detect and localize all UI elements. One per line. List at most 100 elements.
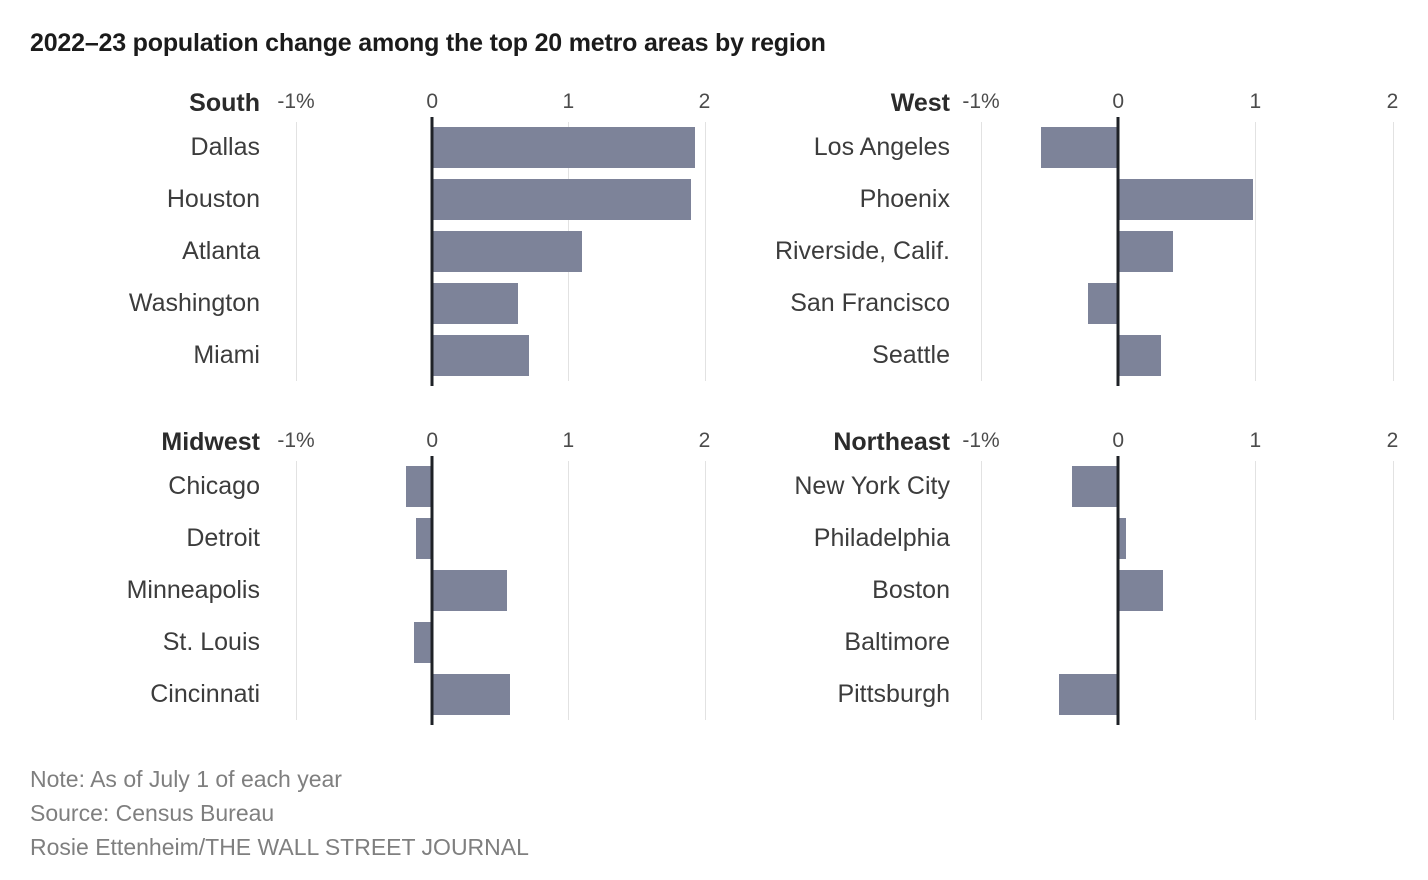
label-column-west: West Los Angeles Phoenix Riverside, Calif. S…: [740, 88, 950, 381]
bar-minneapolis: [432, 570, 508, 611]
zero-axis-line: [430, 456, 434, 725]
gridline: [1392, 122, 1394, 381]
bar-miami: [432, 334, 529, 376]
gridline: [981, 122, 982, 381]
gridline: [1255, 461, 1257, 720]
city-label: Baltimore: [844, 627, 950, 656]
city-label: Philadelphia: [813, 524, 950, 553]
bar-atlanta: [432, 231, 582, 272]
axis-tick-label: 0: [426, 429, 438, 452]
bar-new-york-city: [1071, 466, 1119, 508]
city-label: Atlanta: [182, 236, 260, 265]
city-label: Minneapolis: [126, 575, 260, 604]
city-label: Cincinnati: [150, 679, 260, 708]
city-label: Detroit: [186, 524, 260, 553]
bar-los-angeles: [1041, 127, 1119, 169]
axis-tick-row: -1% 0 1 2: [277, 427, 740, 461]
panel-northeast: Northeast New York City Philadelphia Boston…: [740, 427, 1428, 725]
gridline: [1392, 461, 1394, 720]
bar-riverside-calif: [1118, 231, 1174, 272]
city-label: Phoenix: [859, 185, 950, 214]
label-column-south: South Dallas Houston Atlanta Washington Miami: [30, 88, 260, 381]
bar-chicago: [406, 466, 433, 508]
city-label: Riverside, Calif.: [774, 236, 950, 265]
plot-area: [981, 456, 1428, 725]
panel-west: West Los Angeles Phoenix Riverside, Calif. S…: [740, 88, 1428, 386]
chart-footer: Note: As of July 1 of each year Source: …: [30, 762, 529, 864]
axis-tick-label: 0: [1112, 429, 1124, 452]
gridline: [981, 461, 982, 720]
axis-tick-label: 1: [1249, 90, 1262, 113]
city-label: Washington: [128, 288, 260, 317]
label-column-northeast: Northeast New York City Philadelphia Boston…: [740, 427, 950, 720]
footer-credit: Rosie Ettenheim/THE WALL STREET JOURNAL: [30, 834, 529, 860]
axis-tick-label: -1%: [962, 429, 1000, 452]
bar-boston: [1118, 570, 1164, 611]
plot-south: -1% 0 1 2: [277, 88, 740, 386]
city-label: Los Angeles: [813, 133, 950, 162]
axis-tick-label: 2: [698, 90, 711, 113]
bar-pittsburgh: [1059, 673, 1119, 715]
axis-tick-label: -1%: [277, 429, 315, 452]
gridline: [568, 461, 570, 720]
city-label: Houston: [166, 185, 260, 214]
axis-tick-row: -1% 0 1 2: [962, 427, 1428, 461]
city-label: St. Louis: [162, 627, 260, 656]
plot-area: [296, 117, 740, 386]
axis-tick-row: -1% 0 1 2: [962, 88, 1428, 122]
gridline: [296, 122, 297, 381]
axis-tick-label: 0: [1112, 90, 1124, 113]
axis-tick-label: -1%: [277, 90, 315, 113]
city-label: Chicago: [168, 472, 260, 501]
axis-tick-label: 2: [698, 429, 711, 452]
plot-west: -1% 0 1 2: [962, 88, 1428, 386]
gridline: [1255, 122, 1257, 381]
footer-note: Note: As of July 1 of each year: [30, 766, 342, 792]
bar-detroit: [415, 518, 433, 560]
zero-axis-line: [1116, 117, 1120, 386]
plot-northeast: -1% 0 1 2: [962, 427, 1428, 725]
city-label: Dallas: [190, 133, 260, 162]
chart-title: 2022–23 population change among the top …: [30, 28, 826, 57]
plot-midwest: -1% 0 1 2: [277, 427, 740, 725]
city-label: Seattle: [872, 340, 950, 369]
bar-philadelphia: [1118, 518, 1127, 560]
axis-tick-label: 1: [562, 90, 575, 113]
bar-dallas: [432, 127, 695, 169]
axis-tick-label: 2: [1386, 90, 1399, 113]
panel-south: South Dallas Houston Atlanta Washington Miami…: [30, 88, 740, 386]
bar-phoenix: [1118, 179, 1253, 221]
region-title-south: South: [189, 89, 260, 117]
bar-cincinnati: [432, 673, 510, 715]
city-label: Boston: [872, 575, 950, 604]
plot-area: [981, 117, 1428, 386]
bar-st-louis: [414, 621, 433, 663]
city-label: Pittsburgh: [837, 679, 950, 708]
zero-axis-line: [1116, 456, 1120, 725]
region-title-west: West: [890, 89, 950, 117]
region-title-midwest: Midwest: [161, 428, 260, 456]
axis-tick-label: 1: [1249, 429, 1262, 452]
plot-area: [296, 456, 740, 725]
city-label: New York City: [794, 472, 950, 501]
gridline: [296, 461, 297, 720]
zero-axis-line: [430, 117, 434, 386]
axis-tick-label: 1: [562, 429, 575, 452]
axis-tick-label: -1%: [962, 90, 1000, 113]
axis-tick-row: -1% 0 1 2: [277, 88, 740, 122]
bar-san-francisco: [1087, 282, 1119, 324]
city-label: Miami: [193, 340, 260, 369]
axis-tick-label: 0: [426, 90, 438, 113]
bar-washington: [432, 282, 518, 324]
city-label: San Francisco: [790, 288, 950, 317]
gridline: [704, 461, 706, 720]
gridline: [704, 122, 706, 381]
axis-tick-label: 2: [1386, 429, 1399, 452]
footer-source: Source: Census Bureau: [30, 800, 275, 826]
panel-midwest: Midwest Chicago Detroit Minneapolis St. Loui…: [30, 427, 740, 725]
bar-seattle: [1118, 334, 1161, 376]
region-title-northeast: Northeast: [833, 428, 950, 456]
bar-houston: [432, 179, 691, 221]
label-column-midwest: Midwest Chicago Detroit Minneapolis St. Loui…: [30, 427, 260, 720]
